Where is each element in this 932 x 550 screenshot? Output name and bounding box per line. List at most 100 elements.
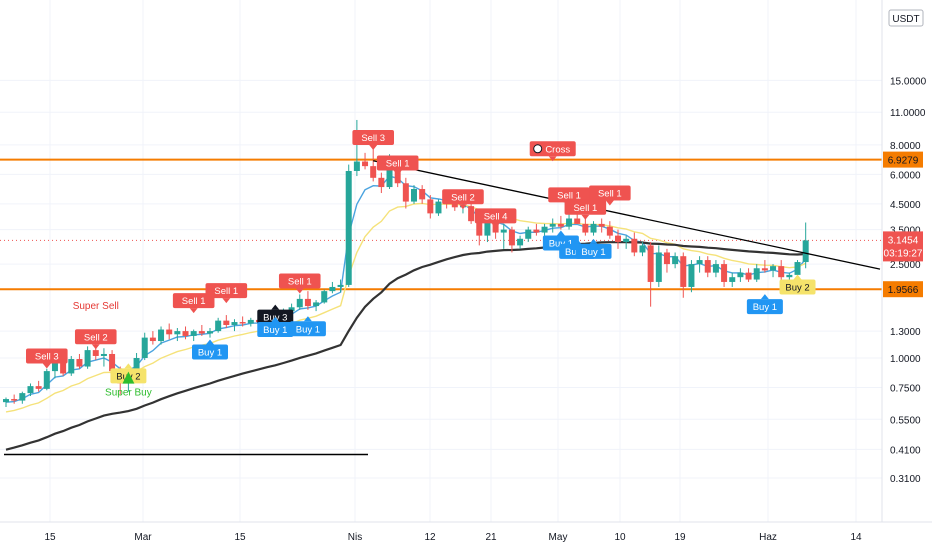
candle-body [84,350,91,367]
candle-body [435,201,442,214]
candle-body [655,252,662,282]
candle-body [386,158,393,188]
candle-body [182,331,189,336]
signal-label: Buy 2 [785,282,809,293]
signal-box [548,187,590,203]
candle-body [549,223,556,227]
signal-label: Sell 2 [84,332,108,343]
trendline-group [373,160,881,270]
candle-body [753,268,760,280]
signal-pointer [295,288,304,294]
signal-pointer [793,274,802,280]
time-axis[interactable]: 15 Mar 15 Nis 12 21 May 10 19 Haz 14 [44,532,862,543]
candle-body [166,329,173,335]
currency-box[interactable]: USDT [888,9,924,27]
candle-body [100,353,107,356]
sell-signal: Sell 1 [205,283,248,304]
ema-line-3 [5,240,806,451]
candle-body [500,229,507,233]
y-tick-label: 0.7500 [890,383,921,394]
sell-signal: Sell 1 [278,273,321,294]
candle-body [353,161,360,171]
signal-pointer [605,200,614,206]
signal-label: Buy 1 [581,247,605,258]
signal-pointer [760,294,769,300]
signal-pointer [573,238,582,244]
y-tick-label: 0.3100 [890,474,921,485]
candle-body [704,260,711,273]
y-tick-label: 2.5000 [890,260,921,271]
currency-label: USDT [892,14,919,25]
candle-body [631,238,638,253]
candle-body [778,266,785,278]
last-price-tag [883,231,923,262]
signal-label: Sell 4 [484,211,508,222]
candles [3,119,809,407]
candle-body [190,331,197,336]
candle-body [362,161,369,167]
signal-label: Sell 1 [214,286,238,297]
candle-body [419,189,426,200]
signal-pointer [581,214,590,220]
candle-body [598,223,605,227]
candle-body [761,268,768,271]
signal-box [442,189,484,205]
countdown-label: 03:19:27 [884,248,923,259]
candle-body [35,386,42,389]
x-tick-label: 15 [44,532,56,543]
signal-box [589,185,631,201]
candle-body [109,353,116,372]
signal-box [74,329,117,345]
y-tick-label: 1.0000 [890,354,921,365]
sell-signal: Sell 3 [352,129,394,150]
candle-body [647,245,654,282]
candle-body [370,166,377,178]
candle-body [198,331,205,334]
signal-box [205,283,248,299]
candle-body [68,359,75,374]
candle-body [484,215,491,236]
buy-signal: Buy 1 [289,316,326,337]
signal-label: Buy 1 [263,325,287,336]
signal-box [278,273,321,289]
candle-body [451,203,458,208]
sell-signal: Sell 1 [589,185,631,206]
candle-body [533,229,540,233]
signal-box [376,155,419,171]
signal-pointer [222,298,231,304]
signal-box [779,279,816,295]
x-tick-label: 14 [850,532,862,543]
candle-body [794,262,801,275]
candle-body [623,238,630,243]
signal-label: Sell 1 [557,190,581,201]
candle-body [19,393,26,401]
signal-pointer [271,317,280,323]
signal-box [474,208,517,224]
price-axis[interactable]: 15.0000 11.0000 8.0000 6.0000 4.5000 3.5000 2.… [890,76,927,485]
signal-label: Cross [545,144,570,155]
y-tick-label: 0.4100 [890,445,921,456]
candle-body [672,256,679,265]
ema-lines [5,175,807,451]
candle-body [680,256,687,287]
x-tick-label: 12 [424,532,436,543]
level-price-tag [883,151,923,168]
signal-box [746,299,783,315]
candle-body [696,260,703,265]
y-tick-label: 11.0000 [890,108,926,119]
signal-pointer [42,363,51,369]
candle-body [745,272,752,280]
candle-body [43,371,50,389]
candle-body [158,329,165,342]
sell-signal: Sell 1 [172,293,215,314]
candle-body [411,189,417,202]
candle-body [508,229,515,246]
signal-label: Buy 1 [753,302,777,313]
signal-pointer [548,156,557,162]
candle-body [223,320,230,325]
signal-pointer [124,363,133,369]
candle-body [721,264,728,282]
last-price-label: 3.1454 [888,235,919,246]
y-tick-label: 4.5000 [890,200,921,211]
